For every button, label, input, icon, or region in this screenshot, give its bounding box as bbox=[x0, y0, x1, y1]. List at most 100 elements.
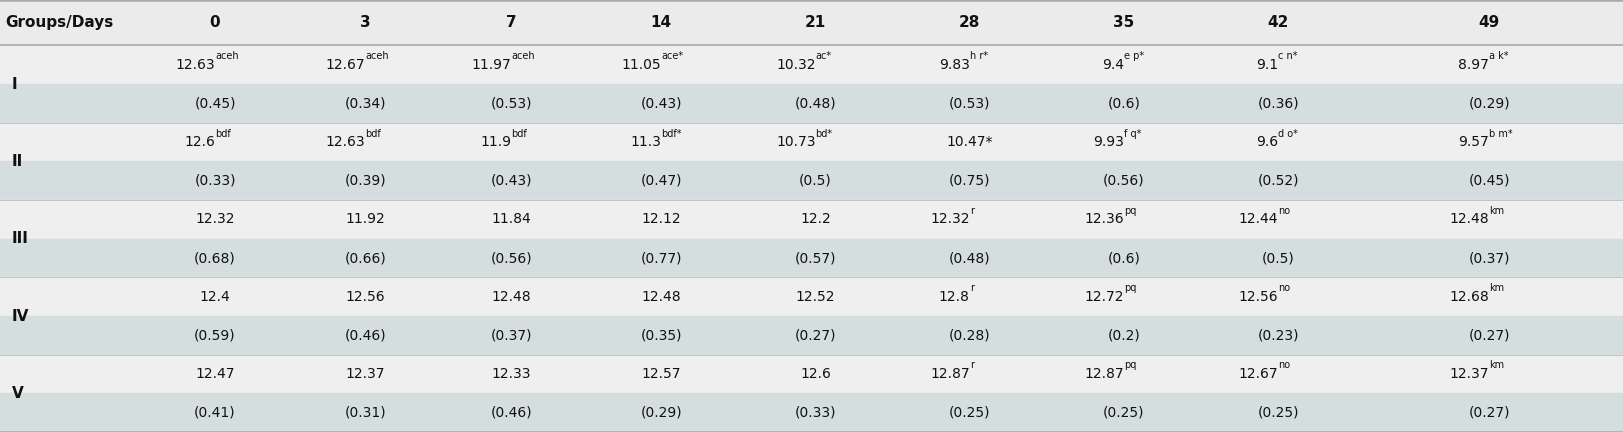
Text: 12.6: 12.6 bbox=[800, 367, 831, 381]
Text: (0.48): (0.48) bbox=[949, 251, 990, 265]
Text: 12.37: 12.37 bbox=[1449, 367, 1490, 381]
Text: (0.27): (0.27) bbox=[1469, 328, 1509, 342]
Text: bdf: bdf bbox=[511, 128, 527, 139]
Text: (0.5): (0.5) bbox=[1261, 251, 1295, 265]
Text: (0.35): (0.35) bbox=[641, 328, 682, 342]
Bar bbox=[0, 238, 1623, 277]
Text: km: km bbox=[1490, 206, 1505, 216]
Text: 12.56: 12.56 bbox=[346, 290, 385, 304]
Text: f q*: f q* bbox=[1123, 128, 1141, 139]
Text: ace*: ace* bbox=[662, 51, 683, 61]
Text: 11.05: 11.05 bbox=[622, 58, 662, 72]
Text: pq: pq bbox=[1123, 206, 1136, 216]
Text: 12.8: 12.8 bbox=[938, 290, 971, 304]
Text: 12.37: 12.37 bbox=[346, 367, 385, 381]
Text: km: km bbox=[1490, 283, 1505, 293]
Text: 10.32: 10.32 bbox=[776, 58, 816, 72]
Text: II: II bbox=[11, 154, 23, 169]
Text: 12.33: 12.33 bbox=[492, 367, 531, 381]
Text: (0.47): (0.47) bbox=[641, 174, 682, 187]
Text: I: I bbox=[11, 76, 18, 92]
Text: a k*: a k* bbox=[1490, 51, 1509, 61]
Text: 12.47: 12.47 bbox=[195, 367, 235, 381]
Bar bbox=[0, 161, 1623, 200]
Text: 12.32: 12.32 bbox=[930, 213, 971, 226]
Text: bdf: bdf bbox=[365, 128, 381, 139]
Text: 12.48: 12.48 bbox=[1449, 213, 1490, 226]
Text: (0.53): (0.53) bbox=[490, 96, 532, 110]
Text: 3: 3 bbox=[360, 15, 370, 30]
Text: V: V bbox=[11, 386, 24, 401]
Text: 9.93: 9.93 bbox=[1092, 135, 1123, 149]
Text: 12.32: 12.32 bbox=[195, 213, 235, 226]
Text: (0.29): (0.29) bbox=[1469, 96, 1509, 110]
Text: 21: 21 bbox=[805, 15, 826, 30]
Text: (0.45): (0.45) bbox=[1469, 174, 1509, 187]
Text: (0.33): (0.33) bbox=[195, 174, 235, 187]
Text: 9.6: 9.6 bbox=[1256, 135, 1279, 149]
Text: 9.83: 9.83 bbox=[938, 58, 971, 72]
Text: 12.67: 12.67 bbox=[1238, 367, 1279, 381]
Text: 12.57: 12.57 bbox=[641, 367, 682, 381]
Text: ac*: ac* bbox=[816, 51, 831, 61]
Text: (0.33): (0.33) bbox=[795, 406, 836, 419]
Text: 12.87: 12.87 bbox=[1084, 367, 1123, 381]
Text: aceh: aceh bbox=[214, 51, 239, 61]
Text: 0: 0 bbox=[209, 15, 221, 30]
Bar bbox=[0, 0, 1623, 45]
Text: (0.48): (0.48) bbox=[795, 96, 836, 110]
Text: 12.72: 12.72 bbox=[1084, 290, 1123, 304]
Text: 12.48: 12.48 bbox=[492, 290, 531, 304]
Text: (0.43): (0.43) bbox=[641, 96, 682, 110]
Bar bbox=[0, 277, 1623, 316]
Text: 35: 35 bbox=[1113, 15, 1134, 30]
Text: IV: IV bbox=[11, 308, 29, 324]
Text: (0.41): (0.41) bbox=[195, 406, 235, 419]
Text: 14: 14 bbox=[651, 15, 672, 30]
Text: (0.46): (0.46) bbox=[344, 328, 386, 342]
Text: 12.48: 12.48 bbox=[641, 290, 682, 304]
Text: 12.63: 12.63 bbox=[175, 58, 214, 72]
Text: (0.23): (0.23) bbox=[1258, 328, 1298, 342]
Text: r: r bbox=[971, 206, 974, 216]
Text: 12.12: 12.12 bbox=[641, 213, 682, 226]
Text: pq: pq bbox=[1123, 360, 1136, 371]
Text: r: r bbox=[971, 360, 974, 371]
Text: (0.25): (0.25) bbox=[1104, 406, 1144, 419]
Bar bbox=[0, 393, 1623, 432]
Text: (0.77): (0.77) bbox=[641, 251, 682, 265]
Text: 12.56: 12.56 bbox=[1238, 290, 1279, 304]
Text: 12.68: 12.68 bbox=[1449, 290, 1490, 304]
Text: 11.3: 11.3 bbox=[630, 135, 662, 149]
Text: (0.43): (0.43) bbox=[490, 174, 532, 187]
Text: (0.27): (0.27) bbox=[1469, 406, 1509, 419]
Text: 11.92: 11.92 bbox=[346, 213, 385, 226]
Text: (0.46): (0.46) bbox=[490, 406, 532, 419]
Text: (0.66): (0.66) bbox=[344, 251, 386, 265]
Text: (0.37): (0.37) bbox=[490, 328, 532, 342]
Text: (0.57): (0.57) bbox=[795, 251, 836, 265]
Text: 42: 42 bbox=[1268, 15, 1289, 30]
Text: III: III bbox=[11, 231, 29, 246]
Text: 8.97: 8.97 bbox=[1457, 58, 1490, 72]
Text: h r*: h r* bbox=[971, 51, 988, 61]
Text: 12.52: 12.52 bbox=[795, 290, 836, 304]
Text: 49: 49 bbox=[1479, 15, 1500, 30]
Text: e p*: e p* bbox=[1123, 51, 1144, 61]
Text: (0.28): (0.28) bbox=[949, 328, 990, 342]
Bar bbox=[0, 316, 1623, 355]
Text: (0.75): (0.75) bbox=[949, 174, 990, 187]
Text: 9.1: 9.1 bbox=[1256, 58, 1279, 72]
Text: bdf*: bdf* bbox=[662, 128, 682, 139]
Text: aceh: aceh bbox=[365, 51, 390, 61]
Text: 9.4: 9.4 bbox=[1102, 58, 1123, 72]
Text: 12.87: 12.87 bbox=[930, 367, 971, 381]
Text: (0.52): (0.52) bbox=[1258, 174, 1298, 187]
Text: (0.37): (0.37) bbox=[1469, 251, 1509, 265]
Text: (0.6): (0.6) bbox=[1107, 96, 1141, 110]
Text: bdf: bdf bbox=[214, 128, 230, 139]
Text: (0.29): (0.29) bbox=[641, 406, 682, 419]
Text: r: r bbox=[971, 283, 974, 293]
Text: (0.6): (0.6) bbox=[1107, 251, 1141, 265]
Text: 11.9: 11.9 bbox=[480, 135, 511, 149]
